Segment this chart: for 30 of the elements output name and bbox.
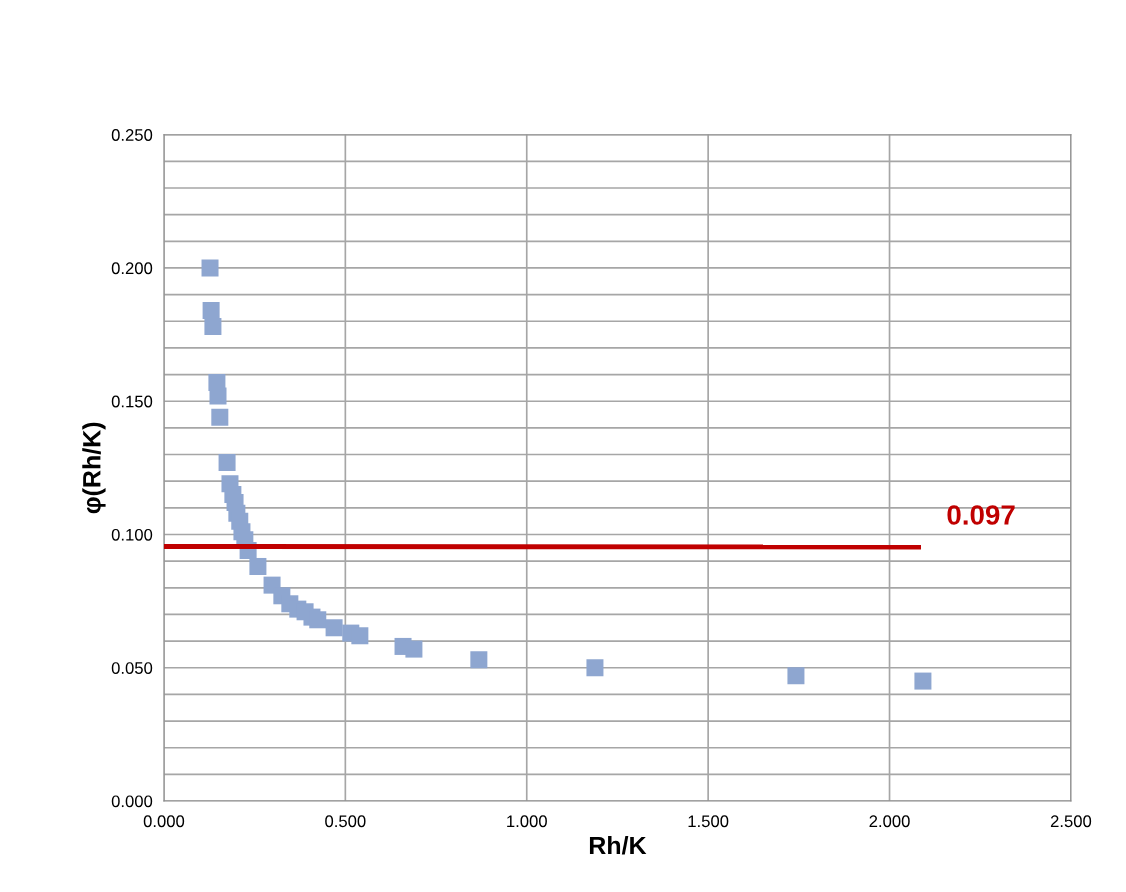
x-tick-label: 0.000	[143, 815, 185, 828]
x-tick-label: 2.500	[1050, 815, 1092, 828]
x-axis-title: Rh/K	[589, 836, 647, 855]
point	[914, 672, 932, 690]
point	[351, 627, 369, 645]
point	[249, 557, 267, 575]
point	[405, 640, 423, 658]
y-axis-title: φ(Rh/K)	[82, 422, 106, 514]
point	[309, 611, 327, 629]
x-tick-label: 0.500	[325, 815, 366, 828]
x-tick-label: 1.000	[507, 815, 547, 828]
point	[218, 454, 236, 472]
point	[211, 408, 229, 426]
x-tick-label: 2.000	[869, 815, 910, 828]
point	[586, 659, 604, 677]
y-tick-label: 0.050	[111, 662, 153, 674]
x-tick-label: 1.500	[688, 815, 729, 828]
y-tick-label: 0.200	[111, 262, 153, 275]
point	[202, 302, 220, 320]
annotation: 0.097	[947, 505, 1015, 525]
point	[201, 259, 219, 277]
point	[470, 651, 488, 669]
point	[204, 318, 222, 336]
point	[325, 619, 343, 637]
point	[209, 387, 227, 405]
y-tick-label: 0.100	[111, 528, 153, 541]
y-tick-label: 0.250	[111, 129, 153, 141]
point	[787, 667, 805, 685]
y-tick-label: 0.000	[111, 795, 153, 808]
y-tick-label: 0.150	[111, 395, 153, 408]
